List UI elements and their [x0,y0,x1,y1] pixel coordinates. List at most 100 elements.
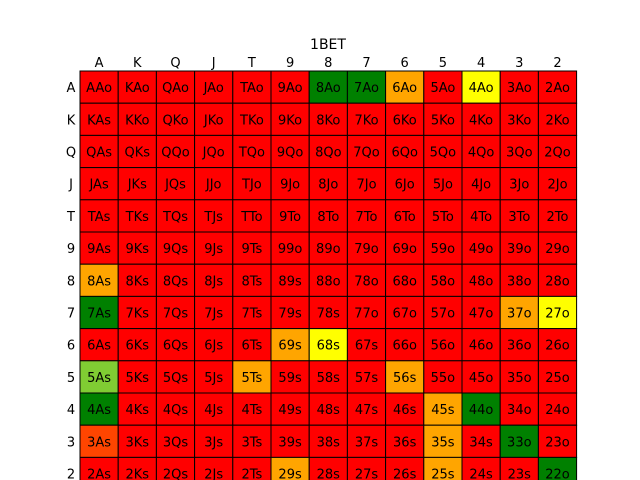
heatmap-cell-label: 49o [469,242,494,257]
heatmap-cell-59o [423,231,463,265]
heatmap-cell-label: 29s [278,468,302,480]
heatmap-cell-label: 23o [545,435,570,450]
heatmap-cell-label: 67o [392,307,417,322]
heatmap-cell-label: 3Ao [507,81,532,96]
heatmap-cell-label: 8Ko [316,113,340,128]
heatmap-cell-89o [308,231,348,265]
heatmap-cell-label: TAo [239,81,264,96]
heatmap-cell-8Qs [155,263,196,297]
row-label-2: 2 [67,468,75,480]
heatmap-cell-label: 22o [545,468,570,480]
heatmap-cell-5Ks [117,360,157,394]
heatmap-cell-label: 68o [392,274,417,289]
heatmap-cell-label: 38o [507,274,532,289]
heatmap-cell-label: 6To [394,210,416,225]
heatmap-cell-4Ks [117,392,157,426]
heatmap-cell-label: 6Ao [392,81,417,96]
column-label-K: K [133,56,142,71]
heatmap-cell-6Jo [385,167,425,201]
heatmap-cell-label: 8Ao [316,81,341,96]
heatmap-cell-49o [461,231,501,265]
heatmap-cell-label: 4Ao [469,81,494,96]
heatmap-cell-3Js [194,424,234,458]
row-label-J: J [68,178,73,193]
column-label-9: 9 [286,56,294,71]
heatmap-cell-67s [346,328,387,362]
heatmap-cell-label: TKo [239,113,264,128]
heatmap-cell-label: 9Qo [277,146,304,161]
heatmap-cell-47o [461,295,501,330]
heatmap-cell-6Js [194,328,234,362]
heatmap-cell-label: 49s [278,403,302,418]
heatmap-cell-label: 27o [545,307,570,322]
heatmap-cell-label: 57o [431,307,456,322]
heatmap-cell-label: JKo [203,113,224,128]
heatmap-cell-46o [461,328,501,362]
heatmap-cell-label: 6Jo [395,178,415,193]
heatmap-cell-label: 47s [355,403,379,418]
heatmap-cell-label: 2Ts [241,468,262,480]
heatmap-cell-label: 4Ko [469,113,493,128]
heatmap-cell-label: 7Jo [356,178,376,193]
heatmap-cell-label: 47o [469,307,494,322]
heatmap-cell-79o [346,231,387,265]
heatmap-cell-label: 24s [469,468,493,480]
heatmap-cell-label: 55o [431,371,456,386]
heatmap-cell-label: 6As [87,339,111,354]
heatmap-cell-label: 4Jo [471,178,491,193]
heatmap-cell-label: 9Ts [241,242,262,257]
heatmap-cell-33o [499,424,539,458]
column-label-7: 7 [362,56,370,71]
row-label-Q: Q [66,146,76,161]
heatmap-cell-label: 67s [355,339,379,354]
heatmap-cell-label: 88o [316,274,341,289]
heatmap-cell-label: 58s [317,371,341,386]
heatmap-cell-7Ts [232,295,272,330]
heatmap-cell-label: 9Ko [278,113,302,128]
heatmap-cell-label: TKs [125,210,149,225]
heatmap-cell-label: 36s [393,435,417,450]
heatmap-cell-3Jo [499,167,539,201]
heatmap-cell-label: JAo [203,81,224,96]
heatmap-cell-55o [423,360,463,394]
heatmap-cell-6Ko [385,102,425,136]
column-label-J: J [211,56,216,71]
heatmap-cell-9As [79,231,119,265]
heatmap-cell-3Ks [117,424,157,458]
heatmap-cell-6Qs [155,328,196,362]
heatmap-cell-label: 2Qo [544,146,571,161]
heatmap-cell-label: 7Ao [354,81,379,96]
heatmap-cell-5Qs [155,360,196,394]
heatmap-cell-2Ko [537,102,578,136]
heatmap-cell-label: 33o [507,435,532,450]
heatmap-cell-2Jo [537,167,578,201]
heatmap-cell-label: 79s [278,307,302,322]
heatmap-cell-35o [499,360,539,394]
heatmap-cell-label: 9Qs [163,242,189,257]
heatmap-cell-label: 4Ks [126,403,150,418]
heatmap-cell-label: 2To [547,210,569,225]
heatmap-cell-48o [461,263,501,297]
heatmap-cell-56s [385,360,425,394]
heatmap-cell-5Js [194,360,234,394]
heatmap-cell-29o [537,231,578,265]
heatmap-cell-8To [308,199,348,233]
heatmap-cell-label: 48s [317,403,341,418]
heatmap-cell-label: 2As [87,468,111,480]
heatmap-cell-label: 34s [469,435,493,450]
heatmap-cell-label: 27s [355,468,379,480]
column-label-4: 4 [477,56,485,71]
column-label-T: T [247,56,256,71]
heatmap-cell-24o [537,392,578,426]
heatmap-cell-label: 3Qs [163,435,189,450]
heatmap-cell-label: QKo [162,113,188,128]
heatmap-cell-QKo [155,102,196,136]
heatmap-cell-label: JAs [88,178,108,193]
heatmap-cell-8As [79,263,119,297]
heatmap-cell-label: 5Ao [430,81,455,96]
heatmap-cell-label: 9Js [204,242,223,257]
heatmap-cell-34o [499,392,539,426]
heatmap-cell-label: 5Jo [433,178,453,193]
heatmap-cell-4As [79,392,119,426]
